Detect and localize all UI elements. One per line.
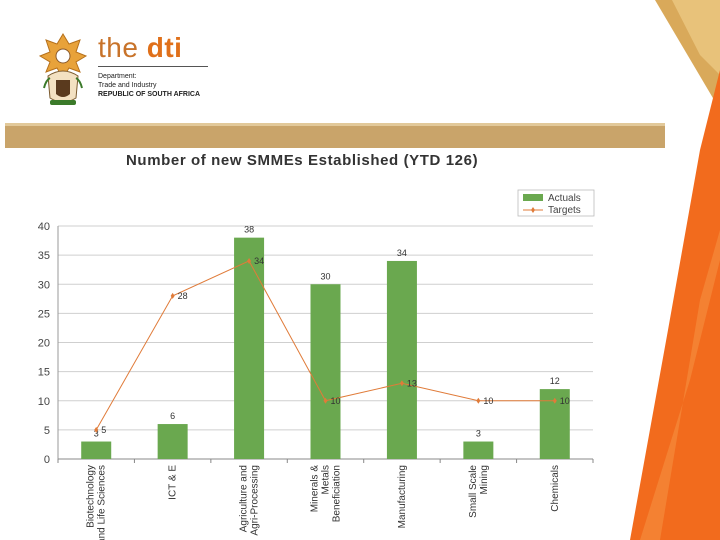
dept-line-3: REPUBLIC OF SOUTH AFRICA xyxy=(98,91,201,98)
category-label: Biotechnology xyxy=(86,465,97,528)
category-label: Mining xyxy=(479,465,490,494)
brand-the: the xyxy=(98,32,139,63)
target-point xyxy=(323,397,328,404)
target-point xyxy=(170,292,175,299)
bar-actual xyxy=(463,441,494,459)
bar-actual xyxy=(310,284,341,459)
target-value-label: 5 xyxy=(101,425,106,435)
target-point xyxy=(247,257,252,264)
header-band xyxy=(0,120,665,150)
bar-actual xyxy=(386,260,417,459)
department-text: Department: Trade and Industry REPUBLIC … xyxy=(98,72,200,99)
bar-value-label: 12 xyxy=(550,376,560,386)
target-point xyxy=(94,426,99,433)
target-point xyxy=(399,380,404,387)
category-label: Beneficiation xyxy=(332,465,343,522)
category-label: Minerals & xyxy=(310,465,321,513)
y-tick-label: 40 xyxy=(38,221,50,233)
y-tick-label: 20 xyxy=(38,338,50,350)
target-value-label: 10 xyxy=(483,396,493,406)
category-label: Small Scale xyxy=(468,465,479,518)
brand-dti: dti xyxy=(146,32,183,63)
y-tick-label: 0 xyxy=(44,454,50,466)
bar-value-label: 34 xyxy=(397,248,407,258)
legend-actuals-swatch xyxy=(523,194,543,201)
target-value-label: 34 xyxy=(254,256,264,266)
legend-targets-label: Targets xyxy=(548,205,581,216)
bar-actual xyxy=(234,237,265,459)
legend-actuals-label: Actuals xyxy=(548,193,581,204)
y-tick-label: 25 xyxy=(38,308,50,320)
chart-title: Number of new SMMEs Established (YTD 126… xyxy=(126,152,479,169)
target-point xyxy=(552,397,557,404)
dept-line-2: Trade and Industry xyxy=(98,82,157,89)
bar-value-label: 6 xyxy=(170,411,175,421)
target-value-label: 13 xyxy=(407,378,417,388)
y-tick-label: 35 xyxy=(38,250,50,262)
target-point xyxy=(476,397,481,404)
category-label: Manufacturing xyxy=(397,465,408,528)
legend-targets-marker xyxy=(531,207,535,213)
bar-value-label: 30 xyxy=(320,271,330,281)
bar-value-label: 38 xyxy=(244,225,254,235)
target-value-label: 10 xyxy=(560,396,570,406)
brand-divider xyxy=(98,66,208,67)
category-label: Agri-Processing xyxy=(250,465,261,536)
category-label: Agriculture and xyxy=(239,465,250,532)
coat-of-arms-icon xyxy=(38,33,88,105)
y-tick-label: 5 xyxy=(44,425,50,437)
y-tick-label: 30 xyxy=(38,279,50,291)
category-label: ICT & E xyxy=(168,465,179,500)
bar-value-label: 3 xyxy=(476,429,481,439)
bar-actual xyxy=(157,424,188,459)
brand-wordmark: the dti xyxy=(98,32,182,64)
y-tick-label: 10 xyxy=(38,396,50,408)
bar-actual xyxy=(81,441,112,459)
y-tick-label: 15 xyxy=(38,367,50,379)
smme-bar-chart: 0 5 10 15 20 25 30 35 40 3 6 38 30 34 3 12 5 28 34 10 13 10 10… xyxy=(38,189,595,540)
dti-logo: the dti Department: Trade and Industry R… xyxy=(36,30,216,110)
bar-value-label: 3 xyxy=(94,429,99,439)
category-label: and Life Sciences xyxy=(97,465,108,540)
category-label: Metals xyxy=(321,465,332,494)
target-value-label: 28 xyxy=(178,291,188,301)
dept-line-1: Department: xyxy=(98,73,137,80)
target-value-label: 10 xyxy=(331,396,341,406)
category-label: Chemicals xyxy=(550,465,561,512)
